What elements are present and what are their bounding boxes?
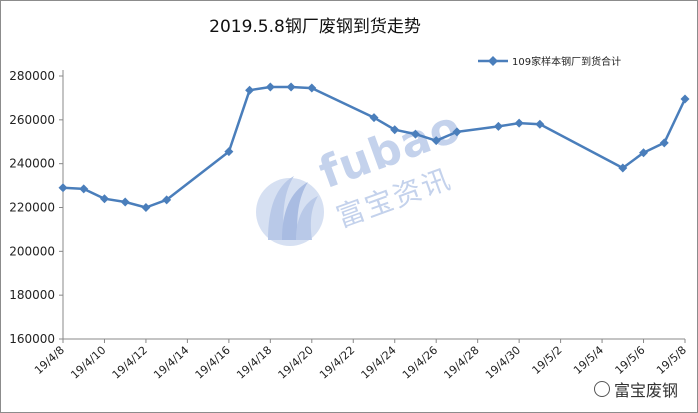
data-point	[390, 125, 400, 135]
x-tick-label: 19/4/20	[276, 344, 316, 382]
x-tick-label: 19/4/30	[483, 344, 523, 382]
data-point	[369, 113, 379, 123]
x-tick-label: 19/4/16	[193, 344, 233, 382]
x-tick-label: 19/4/12	[110, 344, 150, 382]
x-tick-label: 19/4/28	[441, 344, 481, 382]
footer-watermark-text: 富宝废钢	[613, 381, 678, 400]
wechat-icon	[593, 381, 610, 397]
x-tick-label: 19/5/8	[654, 344, 689, 377]
data-point	[162, 195, 172, 205]
data-point	[245, 85, 255, 95]
fubao-logo-icon	[256, 176, 324, 246]
x-tick-label: 19/4/18	[234, 344, 274, 382]
data-point	[680, 94, 690, 104]
data-point	[307, 83, 317, 93]
y-tick-label: 160000	[9, 332, 55, 346]
data-point	[514, 118, 524, 128]
data-point	[410, 129, 420, 139]
x-tick-label: 19/4/26	[400, 344, 440, 382]
data-point	[639, 148, 649, 158]
x-tick-label: 19/5/6	[613, 344, 648, 377]
x-tick-label: 19/5/2	[530, 344, 565, 377]
series-line	[62, 85, 687, 209]
data-point	[535, 119, 545, 129]
chart-title: 2019.5.8钢厂废钢到货走势	[209, 17, 421, 37]
x-tick-label: 19/4/24	[359, 344, 399, 382]
footer-watermark: 富宝废钢	[593, 377, 678, 401]
y-tick-label: 260000	[9, 113, 55, 127]
data-point	[99, 194, 109, 204]
data-point	[452, 127, 462, 137]
legend-label: 109家样本钢厂到货合计	[512, 55, 621, 68]
x-tick-label: 19/4/8	[32, 344, 67, 377]
x-tick-label: 19/4/14	[151, 344, 191, 382]
x-tick-label: 19/4/10	[68, 344, 108, 382]
data-point	[141, 203, 151, 212]
y-tick-label: 180000	[9, 288, 55, 302]
chart-legend: 109家样本钢厂到货合计	[478, 55, 621, 68]
y-tick-label: 200000	[9, 244, 55, 258]
data-point	[493, 121, 503, 131]
legend-marker	[488, 56, 498, 66]
data-point	[120, 197, 130, 207]
x-tick-label: 19/5/4	[571, 344, 606, 377]
data-point	[618, 163, 628, 173]
data-point	[265, 82, 275, 92]
data-point	[58, 183, 68, 193]
data-point	[79, 184, 89, 194]
x-tick-label: 19/4/22	[317, 344, 357, 382]
y-tick-label: 220000	[9, 201, 55, 215]
data-point	[224, 147, 234, 157]
y-tick-label: 280000	[9, 69, 55, 83]
data-point	[659, 138, 669, 148]
data-point	[286, 82, 296, 92]
data-point	[431, 136, 441, 146]
y-tick-label: 240000	[9, 157, 55, 171]
